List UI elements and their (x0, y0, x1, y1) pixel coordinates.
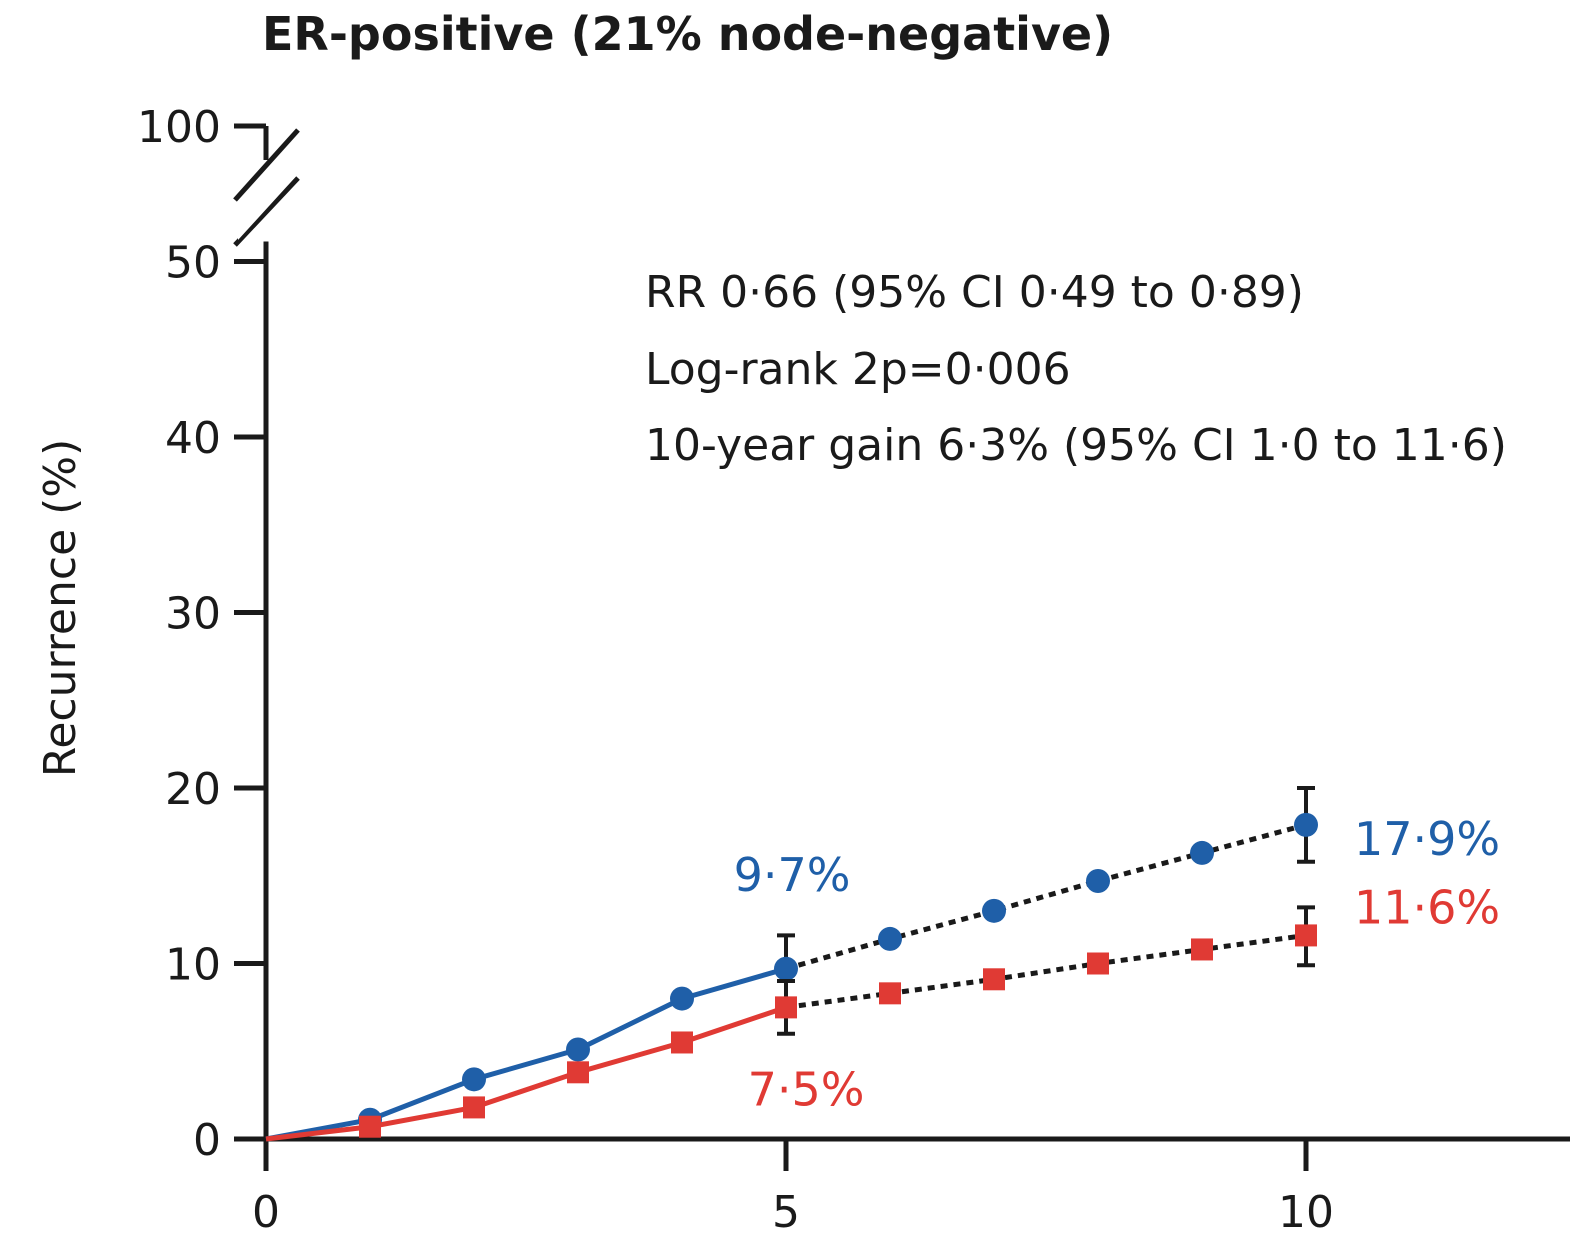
x-tick-label-0: 0 (252, 1187, 280, 1238)
point-control-6 (878, 926, 902, 951)
series-line-solid-control (265, 966, 787, 1142)
point-control-8 (1086, 869, 1110, 894)
axes: 0 10 20 30 40 50 100 0 5 10 (137, 102, 1570, 1238)
stat-rr: RR 0·66 (95% CI 0·49 to 0·89) (645, 267, 1304, 318)
y-tick-label-40: 40 (165, 413, 221, 464)
point-control-2 (462, 1067, 486, 1092)
y-axis-label: Recurrence (%) (35, 439, 86, 778)
point-treatment-6 (879, 982, 901, 1005)
point-treatment-9 (1191, 938, 1213, 961)
point-treatment-3 (567, 1061, 589, 1084)
point-treatment-2 (463, 1096, 485, 1119)
series-layer (265, 786, 1318, 1142)
point-control-3 (566, 1037, 590, 1062)
point-treatment-4 (671, 1031, 693, 1054)
labels-layer: 9·7% 17·9% 7·5% 11·6% (734, 812, 1501, 1117)
stat-gain: 10-year gain 6·3% (95% CI 1·0 to 11·6) (645, 420, 1507, 471)
point-treatment-8 (1087, 952, 1109, 975)
series-line-dashed-treatment (785, 932, 1307, 1010)
y-tick-label-30: 30 (165, 589, 221, 640)
point-treatment-7 (983, 968, 1005, 991)
point-control-7 (982, 898, 1006, 923)
point-control-4 (670, 986, 694, 1011)
chart-title: ER-positive (21% node-negative) (262, 7, 1113, 61)
value-label-control-5: 9·7% (734, 848, 851, 902)
x-tick-label-10: 10 (1278, 1187, 1334, 1238)
stat-logrank: Log-rank 2p=0·006 (645, 344, 1071, 395)
series-line-solid-treatment (265, 1005, 787, 1142)
y-tick-label-break-top: 100 (137, 102, 221, 153)
point-control-10 (1294, 812, 1318, 837)
series-treatment (265, 905, 1317, 1142)
y-tick-label-50: 50 (165, 238, 221, 289)
series-control (265, 786, 1318, 1142)
point-treatment-5 (775, 996, 797, 1019)
axis-break-mark-lower (233, 176, 300, 247)
point-treatment-1 (359, 1115, 381, 1138)
x-tick-label-5: 5 (772, 1187, 800, 1238)
y-tick-label-0: 0 (193, 1115, 221, 1166)
y-tick-label-20: 20 (165, 764, 221, 815)
point-control-5 (774, 956, 798, 981)
statistics-annotation: RR 0·66 (95% CI 0·49 to 0·89) Log-rank 2… (645, 267, 1507, 471)
axis-break-gap (238, 137, 300, 240)
point-control-9 (1190, 840, 1214, 865)
value-label-treatment-10: 11·6% (1354, 880, 1500, 934)
value-label-treatment-5: 7·5% (748, 1062, 865, 1116)
point-treatment-10 (1295, 924, 1317, 947)
axis-break-mark-upper (233, 128, 300, 202)
y-tick-label-10: 10 (165, 940, 221, 991)
value-label-control-10: 17·9% (1354, 812, 1500, 866)
